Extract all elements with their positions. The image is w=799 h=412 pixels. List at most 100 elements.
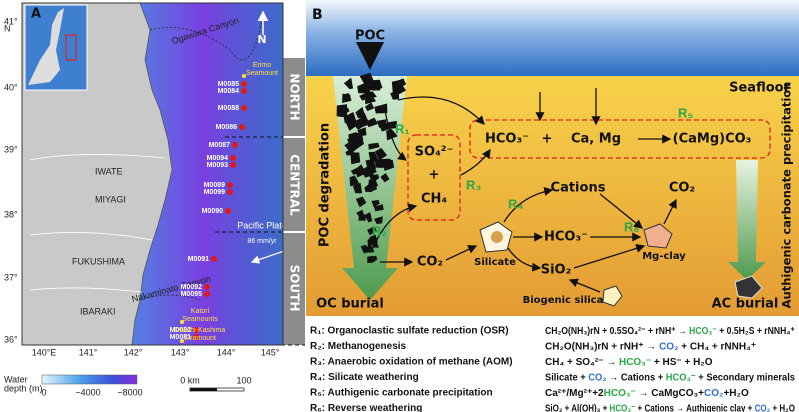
equation-part: + Cations → Authigenic clay +	[635, 403, 754, 412]
poc-fragment	[352, 132, 364, 144]
species: Ca, Mg	[571, 132, 621, 147]
station-dot	[241, 81, 247, 87]
station-label: M0092	[181, 284, 203, 291]
poc-fragment	[360, 244, 369, 254]
poc-fragment	[379, 158, 392, 169]
seamount-label: Seamounts	[182, 316, 218, 323]
reaction-tag: R₆	[624, 219, 639, 234]
station-label: M0095	[181, 291, 203, 298]
seafloor-label: Seafloor	[729, 81, 790, 96]
lat-label: 41°	[4, 16, 18, 26]
legend-title: depth (m)	[4, 383, 43, 393]
lon-label: 144°	[217, 347, 236, 357]
station-dot	[193, 334, 199, 340]
reaction-name: R₅: Authigenic carbonate precipitation	[310, 388, 493, 399]
arrow	[503, 186, 554, 223]
poc-fragment	[355, 106, 366, 119]
station-label: M0089	[204, 182, 226, 189]
lon-label: 145°	[261, 347, 280, 357]
equation-part: CO₂	[755, 403, 771, 412]
species: +	[429, 168, 440, 183]
arrow	[445, 245, 478, 261]
poc-fragment	[387, 120, 397, 129]
equation-part: + 0.5H₂S + rNNH₄⁺	[717, 326, 795, 337]
reaction-equation: CH₄ + SO₄²⁻ → HCO₃⁻ + HS⁻ + H₂O	[545, 357, 713, 368]
species: +	[542, 132, 553, 147]
lon-label: 143°	[171, 347, 190, 357]
lat-label: 36°	[4, 334, 18, 344]
station-dot	[241, 88, 247, 94]
poc-fragment	[350, 167, 360, 175]
poc-fragment	[368, 180, 379, 189]
equation-part: CH₄ + SO₄²⁻ →	[545, 357, 619, 368]
poc-fragment	[390, 90, 400, 100]
arrow	[384, 109, 408, 161]
poc-fragment	[366, 91, 377, 100]
poc-fragment	[380, 173, 390, 183]
ac-burial-label: AC burial	[712, 297, 779, 312]
station-label: M0082	[170, 327, 192, 334]
poc-fragment	[345, 148, 354, 156]
canyon-line	[149, 19, 263, 61]
colorbar-tick: −4000	[75, 387, 100, 397]
station-dot	[230, 155, 236, 161]
legend-title: Water	[4, 374, 28, 384]
station-dot	[193, 327, 199, 333]
seamount-label: Erimo	[253, 62, 271, 69]
region-label: NORTH	[288, 73, 302, 120]
reaction-name: R₆: Reverse weathering	[310, 403, 422, 412]
equation-part: SiO₂ + Al(OH)₃ +	[545, 403, 610, 412]
poc-fragment	[367, 226, 377, 236]
lon-label: 140°E	[32, 347, 57, 357]
equation-part: Silicate +	[545, 372, 588, 383]
mgclay-icon	[643, 223, 673, 249]
arrow	[663, 198, 677, 225]
poc-fragment	[371, 199, 380, 208]
sulfate-box	[407, 134, 461, 221]
acp-label: Authigenic carbonate precipitation	[780, 82, 794, 309]
poc-fragment	[353, 140, 364, 149]
poc-fragment	[347, 137, 358, 146]
map-frame	[21, 2, 284, 346]
equation-part: + CH₄ + rNNH₄⁺	[679, 341, 757, 352]
seamount-marker	[180, 320, 184, 324]
scale-bar	[190, 388, 217, 391]
reaction-equation: CH₂O(NH₃)rN + rNH⁺ → CO₂ + CH₄ + rNNH₄⁺	[545, 341, 756, 352]
poc-fragment	[374, 147, 388, 161]
lon-label: 142°	[124, 347, 143, 357]
poc-fragment	[364, 212, 373, 223]
inset-box	[65, 34, 77, 61]
panel-a: A N IWATE MIYAGI FUKUSHIMA IBARAKI Ogawa…	[4, 2, 305, 397]
poc-fragment	[392, 78, 407, 91]
poc-degradation-label: POC degradation	[318, 123, 333, 247]
inset-land	[28, 8, 64, 85]
station-label: M0099	[204, 189, 226, 196]
prefecture-border	[29, 154, 166, 293]
station-dot	[204, 284, 210, 290]
station-label: M0094	[207, 155, 229, 162]
colorbar-tick: −8000	[117, 387, 142, 397]
station-label: M0086	[216, 124, 238, 131]
colorbar	[41, 374, 138, 385]
poc-label: POC	[355, 29, 385, 44]
reaction-name: R₄: Silicate weathering	[310, 372, 419, 383]
poc-fragment	[368, 174, 380, 183]
equation-part: CH₂O(NH₃)rN + 0.5SO₄²⁻ + rNH⁺ →	[545, 326, 689, 337]
station-dot	[227, 182, 233, 188]
station-label: M0093	[207, 162, 229, 169]
reaction-equation: Silicate + CO₂ → Cations + HCO₃⁻ + Secon…	[545, 372, 795, 383]
reaction-list: R₁: Organoclastic sulfate reduction (OSR…	[310, 326, 795, 412]
lat-unit: N	[4, 23, 11, 33]
reaction-name: R₃: Anaerobic oxidation of methane (AOM)	[310, 357, 513, 368]
colorbar-tick: 0	[41, 387, 46, 397]
canyon-line	[139, 294, 201, 301]
poc-fragment	[366, 80, 381, 91]
panel-label: B	[312, 7, 323, 23]
poc-fragment	[343, 112, 357, 124]
seamount-label: Katori	[191, 308, 210, 315]
poc-fragment	[368, 142, 380, 150]
lat-label: 39°	[4, 144, 18, 154]
poc-fragment	[352, 116, 367, 130]
equation-part: + H₂O	[770, 403, 795, 412]
